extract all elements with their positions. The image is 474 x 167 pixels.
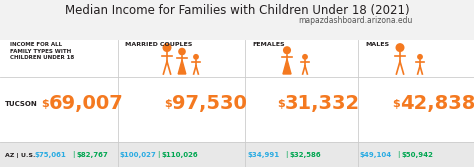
- Text: INCOME FOR ALL
FAMILY TYPES WITH
CHILDREN UNDER 18: INCOME FOR ALL FAMILY TYPES WITH CHILDRE…: [10, 42, 74, 60]
- Bar: [0, 40, 474, 167]
- Text: $75,061: $75,061: [35, 152, 67, 158]
- Polygon shape: [283, 59, 291, 74]
- Circle shape: [193, 54, 199, 60]
- Text: $34,991: $34,991: [248, 152, 280, 158]
- Polygon shape: [178, 60, 186, 74]
- Circle shape: [302, 54, 308, 60]
- Text: $: $: [164, 99, 172, 109]
- Bar: [0, 0, 474, 40]
- Circle shape: [395, 43, 404, 52]
- Text: $50,942: $50,942: [402, 152, 434, 158]
- Text: MARRIED COUPLES: MARRIED COUPLES: [125, 42, 192, 47]
- Bar: [0, 142, 474, 167]
- Circle shape: [178, 48, 186, 55]
- Text: TUCSON: TUCSON: [5, 101, 38, 107]
- Text: $100,027: $100,027: [120, 152, 157, 158]
- Text: |: |: [397, 151, 399, 158]
- Text: $: $: [392, 99, 400, 109]
- Text: $82,767: $82,767: [77, 152, 109, 158]
- Text: |: |: [285, 151, 287, 158]
- Text: |: |: [72, 151, 74, 158]
- Text: 69,007: 69,007: [49, 95, 124, 114]
- Text: mapazdashboard.arizona.edu: mapazdashboard.arizona.edu: [298, 16, 412, 25]
- Circle shape: [417, 54, 423, 60]
- Text: 31,332: 31,332: [285, 95, 360, 114]
- Text: $49,104: $49,104: [360, 152, 392, 158]
- Text: Median Income for Families with Children Under 18 (2021): Median Income for Families with Children…: [64, 4, 410, 17]
- Text: AZ | U.S.: AZ | U.S.: [5, 152, 36, 157]
- Text: $32,586: $32,586: [290, 152, 322, 158]
- Text: $: $: [277, 99, 285, 109]
- Text: MALES: MALES: [365, 42, 389, 47]
- Text: $: $: [41, 99, 49, 109]
- Text: FEMALES: FEMALES: [252, 42, 284, 47]
- Text: 97,530: 97,530: [172, 95, 247, 114]
- Circle shape: [283, 46, 291, 54]
- Circle shape: [163, 43, 172, 52]
- Text: |: |: [157, 151, 159, 158]
- Text: 42,838: 42,838: [400, 95, 474, 114]
- Text: $110,026: $110,026: [162, 152, 199, 158]
